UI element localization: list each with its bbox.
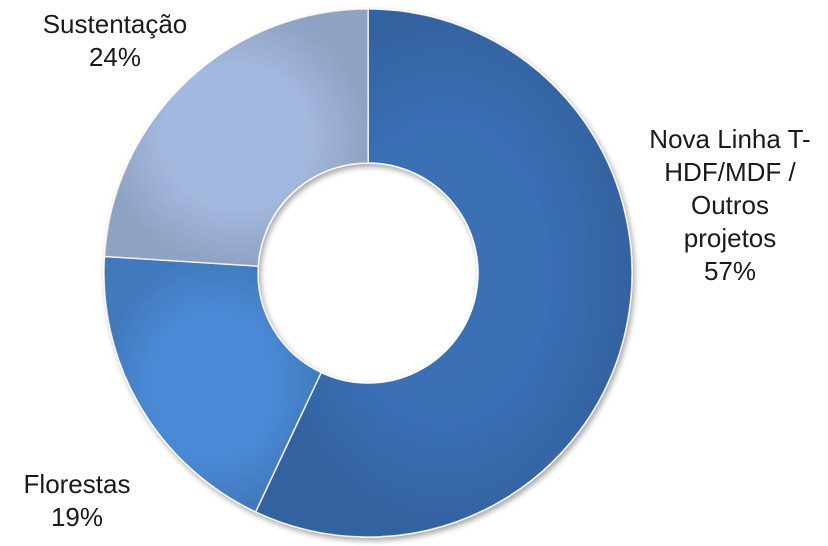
slice-percent: 57%	[703, 256, 757, 286]
slice-label-line: Florestas	[23, 469, 131, 499]
slice-label-florestas: Florestas 19%	[2, 468, 152, 534]
slice-label-line: Outros	[690, 190, 770, 220]
slice-percent: 19%	[50, 502, 104, 532]
slice-nova-linha-shading	[255, 9, 632, 537]
slice-sustentacao-shading	[104, 9, 369, 267]
slice-label-line: HDF/MDF /	[664, 157, 796, 187]
slice-label-line: Sustentação	[42, 9, 188, 39]
slice-label-nova-linha: Nova Linha T- HDF/MDF / Outros projetos …	[640, 123, 820, 288]
slice-label-line: projetos	[683, 223, 777, 253]
slice-florestas-shading	[103, 256, 322, 512]
slice-label-sustentacao: Sustentação 24%	[20, 8, 210, 74]
donut-slices	[103, 8, 633, 538]
slice-percent: 24%	[88, 42, 142, 72]
slice-label-line: Nova Linha T-	[649, 124, 811, 154]
